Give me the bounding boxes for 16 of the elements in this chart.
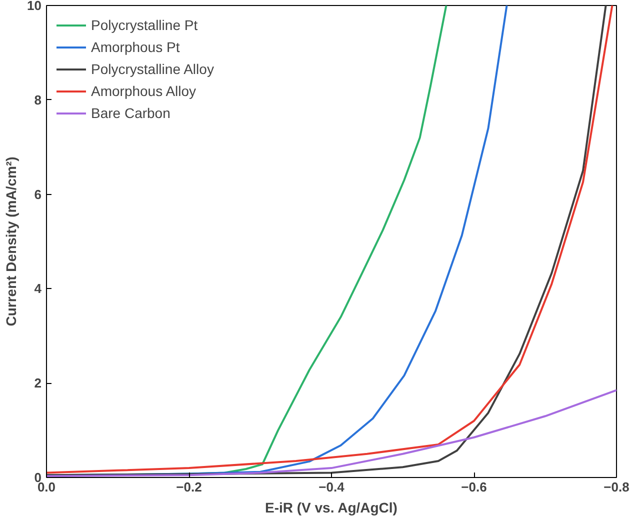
y-tick-label: 4 <box>34 281 42 296</box>
legend-label: Bare Carbon <box>91 105 170 121</box>
y-axis-title: Current Density (mA/cm²) <box>3 156 20 326</box>
y-tick-label: 10 <box>27 0 42 13</box>
x-tick-label: −0.6 <box>461 480 487 494</box>
x-tick-label: −0.2 <box>176 480 202 494</box>
y-tick-label: 2 <box>34 376 42 391</box>
x-tick-label: −0.8 <box>604 480 630 494</box>
x-axis-title: E-iR (V vs. Ag/AgCl) <box>264 500 398 516</box>
legend-label: Amorphous Alloy <box>91 83 196 99</box>
legend-label: Amorphous Pt <box>91 39 180 55</box>
legend-label: Polycrystalline Pt <box>91 17 198 33</box>
y-tick-label: 8 <box>34 92 42 108</box>
legend-label: Polycrystalline Alloy <box>91 61 214 77</box>
y-tick-label: 6 <box>34 186 42 202</box>
x-tick-label: −0.4 <box>318 480 346 494</box>
